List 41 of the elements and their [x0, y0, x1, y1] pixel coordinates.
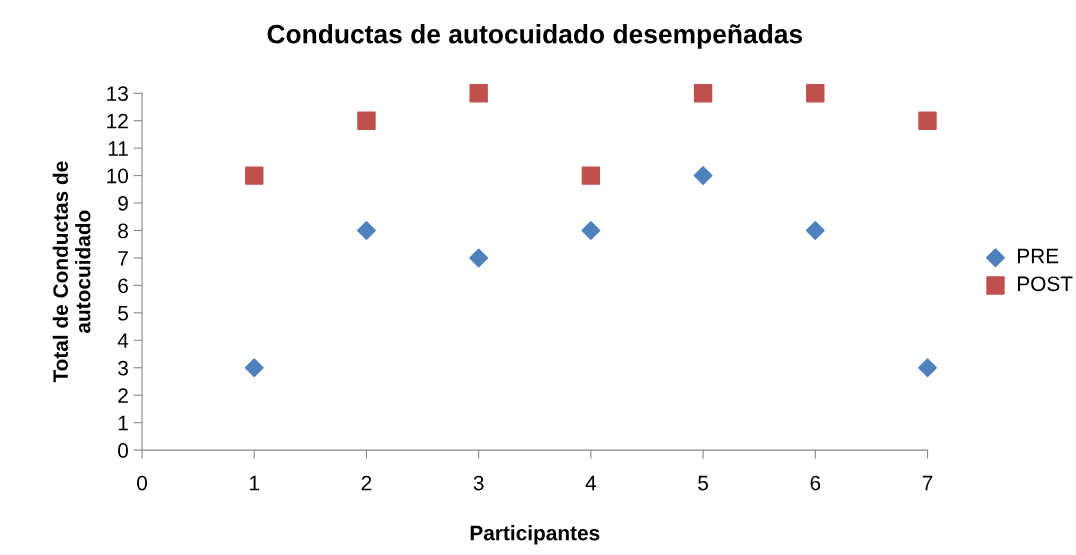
x-tick-label: 0: [137, 475, 148, 491]
y-tick-label: 13: [107, 86, 128, 101]
point: [693, 84, 713, 103]
point: [918, 111, 937, 130]
point: [806, 84, 825, 103]
point: [469, 248, 489, 268]
y-tick-label: 5: [118, 306, 128, 321]
point: [581, 221, 601, 240]
point: [356, 221, 376, 240]
y-tick-label: 8: [118, 223, 128, 239]
point: [581, 166, 601, 185]
point: [469, 84, 488, 103]
legend-label: POST: [1018, 276, 1073, 292]
y-tick-label: 0: [118, 443, 129, 458]
y-tick-label: 6: [118, 278, 128, 294]
x-axis-title: Participantes: [470, 525, 600, 545]
point: [693, 166, 713, 186]
y-tick-label: 1: [118, 415, 128, 431]
x-tick-label: 4: [585, 475, 597, 491]
y-tick-label: 11: [108, 141, 128, 156]
y-tick-label: 7: [118, 251, 128, 266]
chart-title: Conductas de autocuidado desempeñadas: [267, 24, 803, 49]
point: [357, 111, 376, 130]
x-tick-label: 6: [810, 475, 821, 491]
y-axis-title: Total de Conductas de autocuidado: [52, 161, 91, 383]
y-tick-label: 4: [117, 333, 129, 348]
point: [918, 358, 937, 378]
y-tick-label: 10: [107, 168, 129, 184]
y-tick-label: 2: [118, 388, 128, 403]
y-tick-label: 3: [118, 360, 128, 376]
x-tick-label: 7: [922, 475, 933, 491]
x-tick-label: 5: [698, 475, 709, 491]
legend-label: PRE: [1018, 248, 1059, 264]
point: [244, 358, 264, 378]
y-tick-label: 12: [107, 113, 128, 129]
x-tick-label: 2: [361, 475, 372, 491]
x-tick-label: 1: [250, 475, 260, 491]
point: [245, 166, 264, 185]
point: [805, 221, 825, 240]
x-tick-label: 3: [473, 475, 484, 491]
y-tick-label: 9: [118, 196, 128, 211]
